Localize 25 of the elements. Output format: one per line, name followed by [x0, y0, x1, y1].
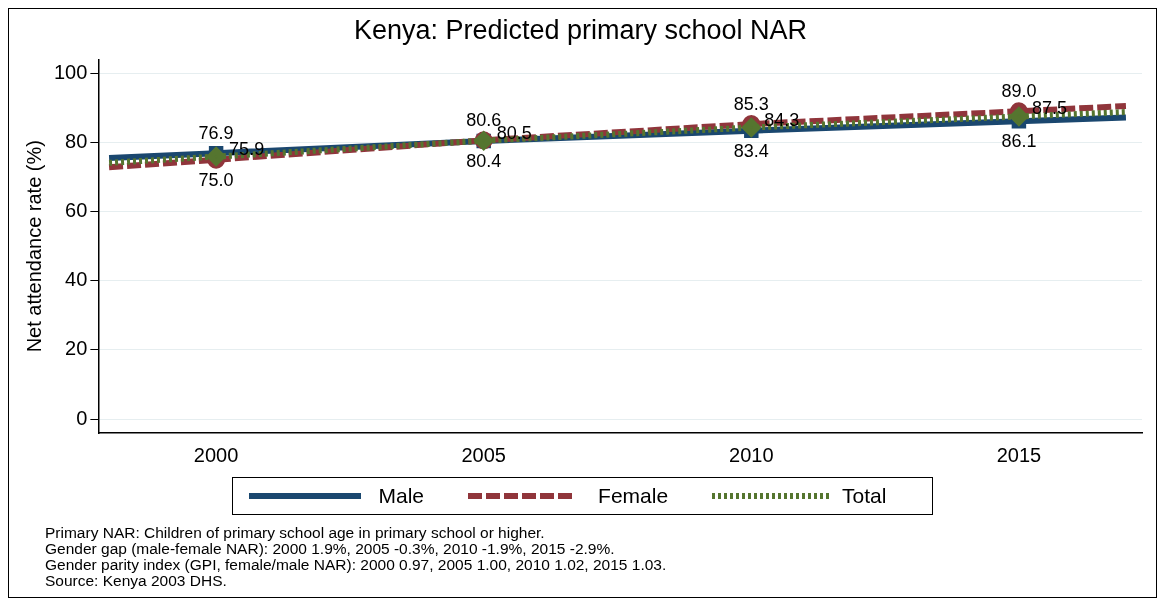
y-tick-label: 100: [53, 60, 88, 83]
chart-title: Kenya: Predicted primary school NAR: [353, 14, 808, 45]
y-axis-title: Net attendance rate (%): [22, 140, 45, 353]
source-note: Source: Kenya 2003 DHS.: [45, 572, 228, 589]
data-label: 75.0: [198, 169, 234, 190]
legend-label: Female: [598, 484, 669, 508]
legend-label: Male: [378, 484, 425, 508]
data-label: 83.4: [733, 140, 769, 161]
text: Gender parity index (GPI, female/male NAR): 2000 0.97, 2005 1.00, 2010 1.02, 2015 1.03.: [45, 556, 668, 573]
y-tick-label: 20: [65, 337, 88, 360]
y-tick-label: 60: [65, 199, 88, 222]
x-tick-label: 2000: [193, 443, 239, 466]
data-label: 86.1: [1001, 131, 1037, 152]
y-tick-label: 40: [65, 268, 88, 291]
y-tick-label: 0: [76, 406, 88, 429]
legend-label: Total: [842, 484, 887, 508]
text: Primary NAR: Children of primary school age in primary school or higher.: [45, 524, 546, 541]
x-tick-label: 2005: [461, 443, 506, 466]
x-tick-label: 2010: [729, 443, 774, 466]
data-label: 80.4: [466, 151, 502, 172]
text: Gender gap (male-female NAR): 2000 1.9%, 2005 -0.3%, 2010 -1.9%, 2015 -2.9%.: [45, 540, 616, 557]
x-tick-label: 2015: [996, 443, 1042, 466]
data-label: 89.0: [1001, 81, 1037, 102]
y-tick-label: 80: [65, 129, 88, 152]
data-label: 75.9: [229, 138, 265, 159]
